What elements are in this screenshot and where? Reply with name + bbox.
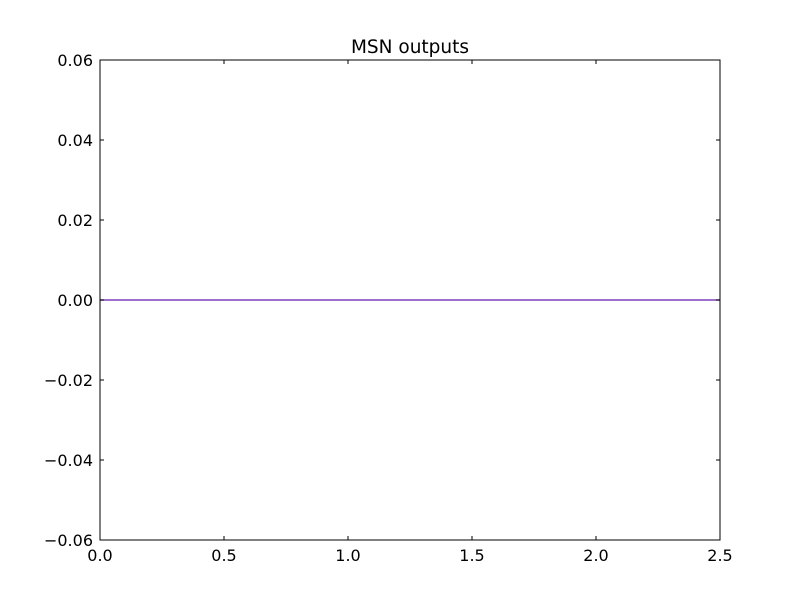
x-tick-label: 0.0 xyxy=(87,546,112,565)
y-tick-label: 0.04 xyxy=(57,131,93,150)
y-tick-label: 0.00 xyxy=(57,291,93,310)
x-tick-label: 0.5 xyxy=(211,546,236,565)
plot-frame xyxy=(99,59,721,541)
x-tick-label: 1.5 xyxy=(459,546,484,565)
y-tick-label: 0.02 xyxy=(57,211,93,230)
y-tick-label: −0.04 xyxy=(44,451,93,470)
x-tick-label: 1.0 xyxy=(335,546,360,565)
y-tick-label: 0.06 xyxy=(57,51,93,70)
x-tick-label: 2.0 xyxy=(583,546,608,565)
tick-layer: 0.0 0.5 1.0 1.5 2.0 2.5 −0.06 −0.04 −0.02 0.00 0.0… xyxy=(44,51,733,565)
y-tick-label: −0.02 xyxy=(44,371,93,390)
chart-title: MSN outputs xyxy=(351,37,469,58)
y-tick-label: −0.06 xyxy=(44,531,93,550)
x-tick-label: 2.5 xyxy=(707,546,732,565)
